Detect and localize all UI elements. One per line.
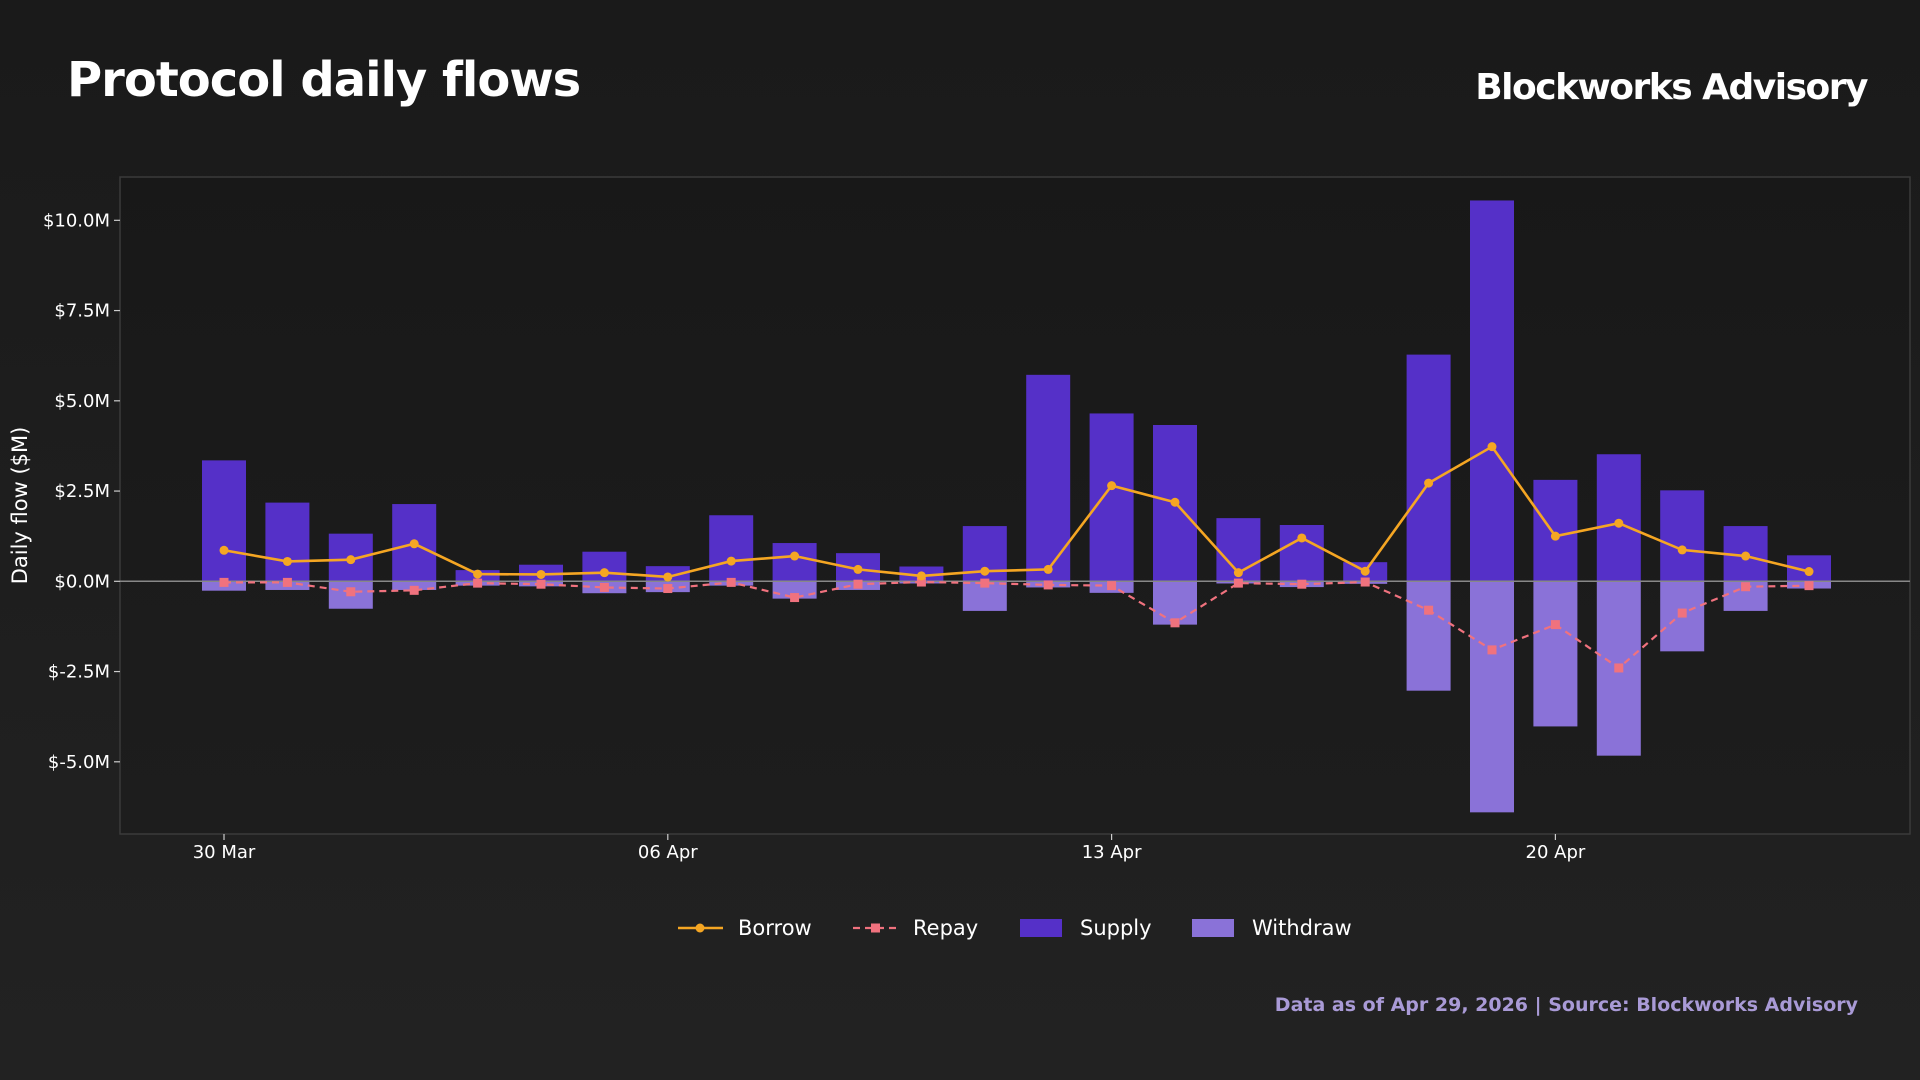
borrow-point <box>219 545 229 555</box>
supply-bar <box>772 543 817 582</box>
repay-point <box>1043 580 1053 590</box>
supply-bar <box>265 502 310 582</box>
borrow-point <box>916 571 926 581</box>
supply-bar <box>1660 490 1705 582</box>
repay-point <box>1170 618 1180 628</box>
repay-point <box>346 587 356 597</box>
borrow-point <box>1043 564 1053 574</box>
borrow-point <box>726 556 736 566</box>
borrow-point <box>1614 518 1624 528</box>
borrow-point <box>1677 545 1687 555</box>
y-tick-label: $5.0M <box>54 391 110 412</box>
repay-point <box>473 578 483 588</box>
borrow-point <box>1107 481 1117 491</box>
legend-supply-label: Supply <box>1080 916 1152 940</box>
y-tick-label: $-5.0M <box>48 752 110 773</box>
borrow-point <box>536 569 546 579</box>
y-tick-label: $2.5M <box>54 481 110 502</box>
legend-borrow-label: Borrow <box>738 916 812 940</box>
repay-point <box>1233 578 1243 588</box>
x-tick-label: 30 Mar <box>193 842 256 863</box>
borrow-point <box>599 568 609 578</box>
page-title: Protocol daily flows <box>67 52 581 108</box>
legend: Borrow Repay Supply Withdraw <box>678 916 1352 940</box>
legend-repay-marker <box>871 923 880 933</box>
repay-point <box>1741 582 1751 592</box>
x-tick-label: 20 Apr <box>1526 842 1586 863</box>
borrow-point <box>790 551 800 561</box>
borrow-point <box>1804 567 1814 577</box>
legend-repay-label: Repay <box>913 916 978 940</box>
y-tick-label: $-2.5M <box>48 662 110 683</box>
legend-withdraw-label: Withdraw <box>1252 916 1352 940</box>
supply-bar <box>1596 454 1641 582</box>
x-tick-label: 13 Apr <box>1082 842 1142 863</box>
withdraw-bar <box>392 581 437 590</box>
supply-bar <box>1089 413 1134 582</box>
borrow-point <box>1297 533 1307 543</box>
repay-line <box>224 580 1810 670</box>
legend-supply-swatch <box>1020 919 1062 937</box>
repay-point <box>980 578 990 588</box>
y-tick-label: $0.0M <box>54 571 110 592</box>
supply-bar <box>1470 200 1514 582</box>
repay-point <box>1297 579 1307 589</box>
legend-withdraw-swatch <box>1192 919 1234 937</box>
repay-point <box>599 582 609 592</box>
repay-point <box>663 584 673 594</box>
supply-bar <box>1026 374 1071 582</box>
supply-bar <box>1406 354 1451 582</box>
borrow-point <box>980 566 990 576</box>
brand-logo: Blockworks Advisory <box>1475 67 1868 108</box>
repay-point <box>282 577 292 587</box>
borrow-point <box>473 569 483 579</box>
repay-point <box>1487 645 1497 655</box>
repay-point <box>916 577 926 587</box>
supply-bar <box>709 515 754 582</box>
borrow-point <box>1424 478 1434 488</box>
borrow-point <box>1360 566 1370 576</box>
borrow-point <box>1741 551 1751 561</box>
withdraw-bar <box>772 581 817 599</box>
plot-area <box>119 176 1911 835</box>
repay-point <box>219 577 229 587</box>
borrow-line <box>223 444 1810 579</box>
repay-point <box>1107 581 1117 591</box>
repay-point <box>1550 620 1560 630</box>
borrow-point <box>1170 497 1180 507</box>
y-tick-label: $10.0M <box>43 210 110 231</box>
repay-point <box>1614 663 1624 673</box>
legend-borrow-marker <box>695 923 705 933</box>
withdraw-bar <box>1533 581 1578 727</box>
y-tick-label: $7.5M <box>54 301 110 322</box>
repay-point <box>536 579 546 589</box>
withdraw-bar <box>1470 581 1514 813</box>
source-note: Data as of Apr 29, 2026 | Source: Blockw… <box>1274 994 1858 1016</box>
x-tick-label: 06 Apr <box>638 842 698 863</box>
borrow-point <box>663 572 673 582</box>
supply-bar <box>1533 479 1578 582</box>
repay-point <box>1804 581 1814 591</box>
y-axis-label: Daily flow ($M) <box>8 427 32 585</box>
borrow-point <box>1487 442 1497 452</box>
withdraw-bar <box>1153 581 1197 625</box>
supply-bar <box>202 460 246 582</box>
repay-point <box>726 577 736 587</box>
repay-point <box>1424 605 1434 615</box>
repay-point <box>790 593 800 603</box>
repay-point <box>853 579 863 589</box>
borrow-point <box>282 556 292 566</box>
borrow-point <box>853 564 863 574</box>
supply-bar <box>1279 524 1324 582</box>
withdraw-bar <box>1406 581 1451 691</box>
repay-point <box>1360 577 1370 587</box>
borrow-point <box>1233 568 1243 578</box>
repay-point <box>1677 608 1687 618</box>
borrow-point <box>409 539 419 549</box>
borrow-point <box>346 555 356 565</box>
borrow-point <box>1550 531 1560 541</box>
repay-point <box>409 585 419 595</box>
